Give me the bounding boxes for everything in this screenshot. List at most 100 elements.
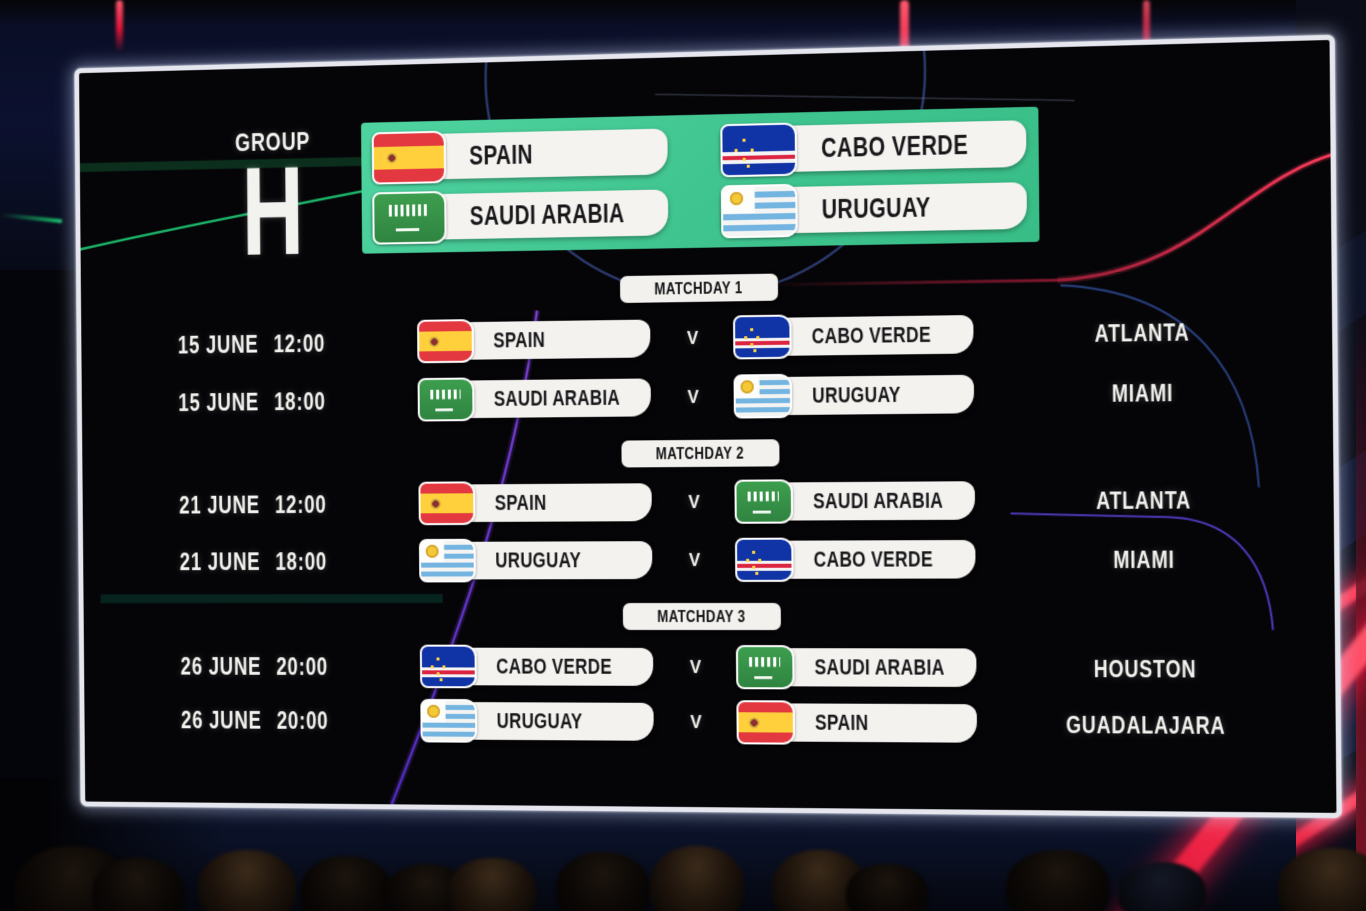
match-city: MIAMI [1113, 546, 1175, 575]
audience-silhouette [846, 864, 928, 911]
audience-silhouette [1278, 848, 1366, 911]
versus-label: V [690, 712, 703, 733]
saudi-arabia-flag-icon [734, 479, 794, 524]
saudi-arabia-flag-icon [372, 190, 447, 245]
match-datetime: 26 JUNE 20:00 [169, 707, 341, 736]
audience-silhouette [198, 850, 296, 911]
away-team-name: SAUDI ARABIA [814, 654, 945, 680]
versus-label: V [686, 328, 700, 349]
match-row: 21 JUNE 12:00 SPAIN V SAUDI ARABIA ATLANT… [83, 478, 1324, 526]
match-date: 21 JUNE [179, 548, 261, 576]
match-date: 26 JUNE [180, 706, 262, 735]
home-team-pill: URUGUAY [420, 698, 654, 743]
match-city: ATLANTA [1095, 486, 1192, 516]
matchday-label: MATCHDAY 3 [657, 606, 746, 626]
match-datetime: 21 JUNE 12:00 [167, 491, 339, 520]
away-team-pill: URUGUAY [733, 373, 975, 419]
match-datetime: 15 JUNE 12:00 [166, 330, 338, 361]
matchday-1-header: MATCHDAY 1 [619, 273, 779, 304]
audience-silhouette [650, 846, 744, 911]
saudi-arabia-flag-icon [417, 377, 475, 422]
match-datetime: 15 JUNE 18:00 [166, 388, 338, 418]
away-team-pill: SPAIN [736, 700, 978, 745]
match-time: 18:00 [275, 548, 328, 576]
group-header: GROUP H [191, 125, 355, 283]
match-city: HOUSTON [1093, 655, 1197, 684]
red-light-strip [1143, 0, 1150, 72]
away-team-name: SPAIN [814, 709, 869, 736]
match-date: 15 JUNE [178, 388, 260, 417]
match-row: 21 JUNE 18:00 URUGUAY V CABO VERDE MIAMI [83, 537, 1324, 583]
versus-label: V [689, 657, 703, 678]
away-team-name: SAUDI ARABIA [813, 487, 944, 514]
home-team-pill: SAUDI ARABIA [417, 377, 651, 422]
match-date: 26 JUNE [180, 653, 262, 681]
team-name: CABO VERDE [820, 129, 969, 163]
match-city: ATLANTA [1094, 319, 1190, 348]
uruguay-flag-icon [418, 538, 476, 583]
match-date: 21 JUNE [179, 491, 261, 520]
versus-label: V [688, 550, 702, 571]
away-team-name: CABO VERDE [813, 546, 934, 572]
away-team-name: CABO VERDE [811, 321, 932, 349]
matchday-label: MATCHDAY 2 [656, 443, 745, 463]
match-row: 26 JUNE 20:00 CABO VERDE V SAUDI ARABIA H… [84, 644, 1325, 690]
audience-silhouette [1118, 862, 1206, 911]
home-team-pill: SPAIN [418, 481, 652, 526]
team-name: SAUDI ARABIA [469, 197, 625, 231]
match-date: 15 JUNE [177, 330, 259, 360]
team-name: URUGUAY [821, 191, 931, 225]
home-team-name: URUGUAY [495, 547, 582, 573]
spain-flag-icon [418, 481, 476, 526]
match-datetime: 21 JUNE 18:00 [168, 548, 340, 577]
saudi-arabia-flag-icon [735, 645, 795, 690]
home-team-name: SPAIN [493, 326, 546, 353]
team-pill: SAUDI ARABIA [372, 189, 669, 245]
home-team-name: CABO VERDE [496, 653, 613, 679]
spain-flag-icon [417, 319, 474, 364]
match-row: 26 JUNE 20:00 URUGUAY V SPAIN GUADALAJARA [84, 698, 1325, 746]
red-light-strip [116, 0, 123, 52]
spain-flag-icon [371, 130, 447, 185]
audience-silhouette [300, 856, 392, 911]
home-team-name: SAUDI ARABIA [493, 384, 621, 411]
audience-silhouette [92, 858, 184, 911]
home-team-name: URUGUAY [496, 708, 583, 734]
match-city: MIAMI [1111, 379, 1174, 408]
cabo-verde-flag-icon [734, 537, 794, 582]
match-city: GUADALAJARA [1065, 711, 1226, 741]
cabo-verde-flag-icon [720, 121, 798, 177]
away-team-pill: CABO VERDE [734, 537, 976, 582]
team-name: SPAIN [469, 139, 533, 171]
home-team-name: SPAIN [494, 489, 547, 515]
matchday-label: MATCHDAY 1 [654, 277, 744, 299]
away-team-pill: CABO VERDE [733, 314, 974, 360]
versus-label: V [688, 492, 701, 513]
match-time: 12:00 [273, 330, 326, 359]
audience-silhouette [448, 858, 536, 911]
matchday-3-header: MATCHDAY 3 [622, 602, 781, 631]
match-time: 12:00 [274, 491, 327, 519]
match-time: 20:00 [276, 707, 329, 735]
versus-label: V [687, 387, 700, 408]
uruguay-flag-icon [720, 183, 798, 238]
match-time: 20:00 [276, 653, 329, 681]
home-team-pill: SPAIN [417, 319, 651, 364]
away-team-pill: SAUDI ARABIA [734, 479, 976, 524]
cabo-verde-flag-icon [419, 644, 477, 689]
matchday-2-header: MATCHDAY 2 [621, 439, 780, 468]
away-team-pill: SAUDI ARABIA [735, 645, 977, 690]
spain-flag-icon [736, 700, 796, 745]
away-team-name: URUGUAY [812, 381, 901, 408]
home-team-pill: URUGUAY [418, 538, 653, 583]
uruguay-flag-icon [420, 698, 478, 743]
team-pill: CABO VERDE [720, 120, 1027, 177]
uruguay-flag-icon [733, 373, 793, 419]
audience-silhouette [556, 852, 650, 911]
team-pill: SPAIN [371, 128, 668, 185]
led-screen: GROUP H SPAIN CABO VERDE SAUDI ARABIA UR… [74, 34, 1342, 819]
team-pill: URUGUAY [720, 182, 1028, 238]
audience-silhouette [1006, 850, 1110, 911]
group-letter: H [241, 140, 306, 283]
